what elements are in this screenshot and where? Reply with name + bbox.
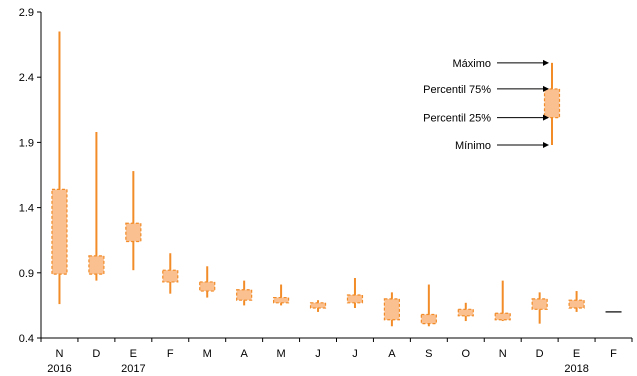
box-5-box bbox=[236, 289, 253, 301]
y-tick-label: 2.9 bbox=[19, 7, 34, 19]
box-12-box bbox=[494, 312, 511, 321]
x-tick-label: J bbox=[315, 348, 321, 360]
box-10-box bbox=[420, 313, 437, 325]
box-0-box bbox=[51, 188, 68, 275]
box-2-box bbox=[125, 222, 142, 243]
x-tick-label: A bbox=[388, 348, 396, 360]
x-tick-label: D bbox=[536, 348, 544, 360]
legend-label: Máximo bbox=[452, 58, 491, 70]
x-tick-label: M bbox=[277, 348, 286, 360]
box-series bbox=[51, 31, 622, 327]
y-tick-label: 2.4 bbox=[19, 72, 34, 84]
x-axis-ticks: N D E F M A M J J A S O N D E F 2016 2017 2018 bbox=[40, 338, 633, 375]
box-13-box bbox=[531, 298, 548, 310]
y-tick-label: 1.9 bbox=[19, 137, 34, 149]
x-tick-label: F bbox=[167, 348, 174, 360]
legend: Máximo Percentil 75% Percentil 25% Mínimo bbox=[423, 58, 561, 152]
box-8-box bbox=[346, 294, 364, 304]
x-tick-label: N bbox=[499, 348, 507, 360]
box-3-box bbox=[162, 269, 179, 283]
y-tick-label: 0.4 bbox=[19, 333, 34, 345]
x-tick-label: E bbox=[573, 348, 580, 360]
year-label: 2017 bbox=[121, 363, 145, 375]
box-9-box bbox=[383, 298, 401, 321]
y-tick-label: 1.4 bbox=[19, 203, 34, 215]
box-4-box bbox=[199, 281, 216, 292]
box-7-box bbox=[309, 302, 327, 309]
box-14-box bbox=[568, 299, 585, 309]
x-tick-label: F bbox=[610, 348, 617, 360]
box-6-box bbox=[272, 296, 290, 304]
year-label: 2016 bbox=[47, 363, 71, 375]
x-tick-label: E bbox=[130, 348, 137, 360]
y-axis-ticks: 2.9 2.4 1.9 1.4 0.9 0.4 bbox=[19, 7, 41, 345]
legend-label: Percentil 75% bbox=[423, 84, 491, 96]
legend-arrowhead bbox=[543, 59, 549, 66]
x-tick-label: O bbox=[462, 348, 471, 360]
x-tick-label: N bbox=[55, 348, 63, 360]
legend-sample-box bbox=[543, 88, 561, 119]
legend-arrowhead bbox=[543, 114, 549, 121]
legend-label: Percentil 25% bbox=[423, 113, 491, 125]
year-label: 2018 bbox=[564, 363, 588, 375]
x-tick-label: D bbox=[92, 348, 100, 360]
legend-arrowhead bbox=[543, 85, 549, 92]
x-tick-label: J bbox=[352, 348, 358, 360]
legend-label: Mínimo bbox=[455, 140, 491, 152]
box-1-box bbox=[88, 255, 105, 275]
x-tick-label: S bbox=[425, 348, 432, 360]
x-tick-label: M bbox=[203, 348, 212, 360]
box-11-box bbox=[457, 308, 474, 317]
legend-arrowhead bbox=[543, 142, 549, 149]
y-tick-label: 0.9 bbox=[19, 268, 34, 280]
x-tick-label: A bbox=[240, 348, 248, 360]
